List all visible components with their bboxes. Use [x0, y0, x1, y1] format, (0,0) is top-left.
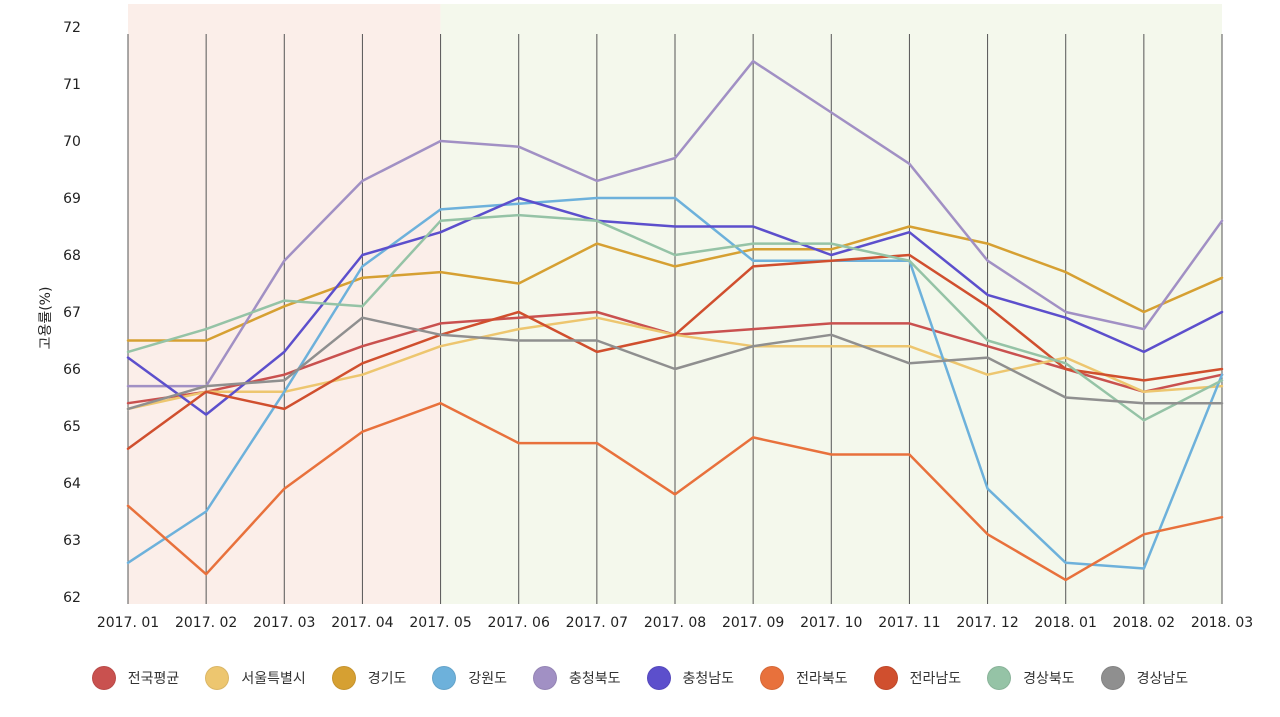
legend-item[interactable]: 전라남도: [873, 666, 962, 690]
y-tick-label: 64: [63, 476, 81, 492]
legend-swatch: [646, 666, 671, 690]
x-tick-label: 2017. 09: [722, 615, 784, 631]
x-tick-label: 2018. 01: [1035, 615, 1097, 631]
x-axis-ticks: 2017. 01 2017. 02 2017. 03 2017. 04 2017. 05…: [97, 615, 1253, 631]
legend-label: 경상북도: [1023, 671, 1075, 687]
legend-label: 서울특별시: [241, 671, 306, 687]
x-tick-label: 2017. 08: [644, 615, 706, 631]
x-tick-label: 2017. 05: [409, 615, 471, 631]
legend-label: 충청남도: [682, 671, 735, 687]
x-tick-label: 2018. 02: [1113, 615, 1175, 631]
y-tick-label: 67: [63, 305, 81, 321]
legend-item[interactable]: 경상남도: [1100, 666, 1189, 690]
vertical-gridlines: [127, 34, 1223, 604]
legend-item[interactable]: 전라북도: [760, 666, 848, 690]
legend-swatch: [1100, 666, 1125, 690]
y-tick-label: 63: [63, 533, 81, 549]
series-line-경상북도: [126, 213, 1224, 422]
y-tick-label: 70: [63, 134, 81, 150]
x-tick-label: 2017. 07: [566, 615, 628, 631]
y-tick-label: 71: [63, 77, 81, 93]
legend-swatch: [987, 666, 1012, 690]
legend-item[interactable]: 경기도: [331, 666, 407, 690]
legend-swatch: [873, 666, 898, 690]
y-tick-label: 72: [63, 20, 81, 36]
legend-label: 경상남도: [1136, 671, 1189, 687]
series-line-전라남도: [126, 253, 1224, 451]
series-line-충청북도: [126, 59, 1224, 388]
legend-label: 경기도: [367, 671, 407, 687]
legend-item[interactable]: 충청남도: [646, 666, 735, 690]
y-axis-label: 고용률(%): [38, 287, 54, 350]
x-tick-label: 2017. 03: [253, 615, 315, 631]
legend-item[interactable]: 전국평균: [91, 666, 180, 690]
legend-label: 전라북도: [796, 671, 848, 687]
y-tick-label: 68: [63, 248, 81, 264]
series-line-경기도: [126, 225, 1224, 342]
legend-swatch: [432, 666, 457, 690]
legend-item[interactable]: 강원도: [432, 666, 507, 690]
series-line-경상남도: [126, 316, 1224, 411]
x-tick-label: 2017. 04: [331, 615, 393, 631]
x-tick-label: 2017. 06: [488, 615, 550, 631]
x-tick-label: 2017. 11: [878, 615, 940, 631]
series-line-강원도: [126, 196, 1224, 570]
legend-item[interactable]: 경상북도: [987, 666, 1075, 690]
y-tick-label: 65: [63, 419, 81, 435]
legend-item[interactable]: 서울특별시: [205, 666, 306, 690]
series-line-충청남도: [126, 196, 1224, 416]
legend: 전국평균 서울특별시 경기도 강원도 충청북도 충청남도 전라북도 전라남도 경상북도 경상남도: [0, 660, 1280, 696]
y-tick-label: 69: [63, 191, 81, 207]
legend-swatch: [205, 666, 230, 690]
legend-item[interactable]: 충청북도: [533, 666, 621, 690]
legend-label: 강원도: [468, 671, 508, 687]
x-tick-label: 2018. 03: [1191, 615, 1253, 631]
series-line-전라북도: [126, 401, 1224, 582]
x-tick-label: 2017. 12: [956, 615, 1018, 631]
y-axis-ticks: 62 63 64 65 66 67 68 69 70 71 72: [63, 20, 81, 606]
legend-label: 전라남도: [909, 671, 962, 687]
x-tick-label: 2017. 01: [97, 615, 159, 631]
x-tick-label: 2017. 10: [800, 615, 862, 631]
legend-label: 전국평균: [127, 671, 180, 687]
legend-label: 충청북도: [569, 671, 621, 687]
legend-swatch: [91, 666, 116, 690]
x-tick-label: 2017. 02: [175, 615, 237, 631]
series-lines: [126, 59, 1224, 582]
legend-swatch: [760, 666, 785, 690]
y-tick-label: 66: [63, 362, 81, 378]
legend-swatch: [533, 666, 558, 690]
y-tick-label: 62: [63, 590, 81, 606]
legend-swatch: [331, 666, 356, 690]
